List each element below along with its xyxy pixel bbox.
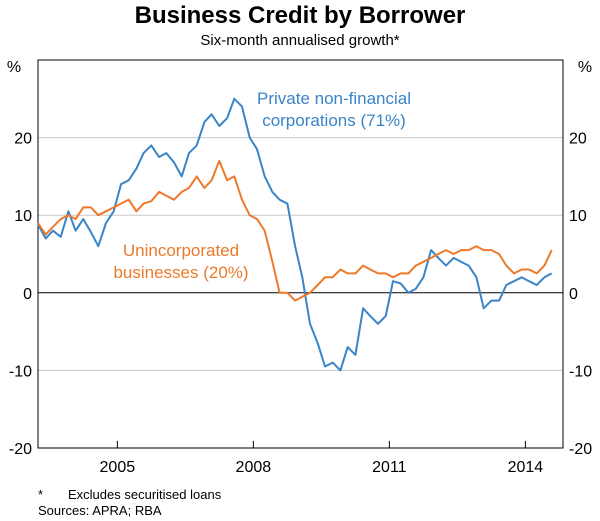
- axis-labels: 20 20 10 10 0 0 -10 -10 -20 -20% % 2005 2008 2011 2014: [7, 59, 592, 476]
- y-tick-label-right: 10: [569, 208, 587, 225]
- y-tick-label-right: -10: [569, 363, 592, 380]
- footnote-text: Excludes securitised loans: [68, 487, 222, 502]
- gridlines: [38, 137, 563, 371]
- y-tick-label-left: -20: [9, 441, 32, 458]
- chart-subtitle: Six-month annualised growth*: [200, 32, 400, 49]
- annotation-unincorporated: Unincorporated: [123, 241, 239, 260]
- y-tick-label-left: 10: [14, 208, 32, 225]
- annotation-unincorporated: businesses (20%): [113, 263, 248, 282]
- x-tick-label: 2008: [236, 459, 272, 476]
- y-tick-label-left: 20: [14, 131, 32, 148]
- x-tick-label: 2011: [372, 459, 407, 476]
- chart-title: Business Credit by Borrower: [134, 2, 466, 29]
- y-tick-label-right: 20: [569, 131, 587, 148]
- series-line-unincorporated: [37, 159, 553, 302]
- series-line-private: [37, 97, 553, 372]
- y-tick-label-right: -20: [569, 441, 592, 458]
- x-tick-label: 2014: [508, 459, 544, 476]
- x-tick-label: 2005: [100, 459, 136, 476]
- y-axis-unit-right: %: [578, 59, 592, 76]
- y-axis-unit-left: %: [7, 59, 21, 76]
- y-tick-label-left: 0: [23, 286, 32, 303]
- annotation-private: Private non-financial: [257, 89, 411, 108]
- y-tick-label-right: 0: [569, 286, 578, 303]
- plot-frame: [37, 59, 564, 449]
- footnote: * Excludes securitised loans: [38, 487, 221, 502]
- footnote-marker: *: [38, 487, 44, 502]
- annotations: Private non-financial corporations (71%) U…: [113, 89, 411, 282]
- sources: Sources: APRA; RBA: [38, 503, 162, 518]
- y-tick-label-left: -10: [9, 363, 32, 380]
- annotation-private: corporations (71%): [262, 111, 406, 130]
- series-lines: [37, 97, 553, 372]
- x-axis-ticks: [116, 441, 526, 448]
